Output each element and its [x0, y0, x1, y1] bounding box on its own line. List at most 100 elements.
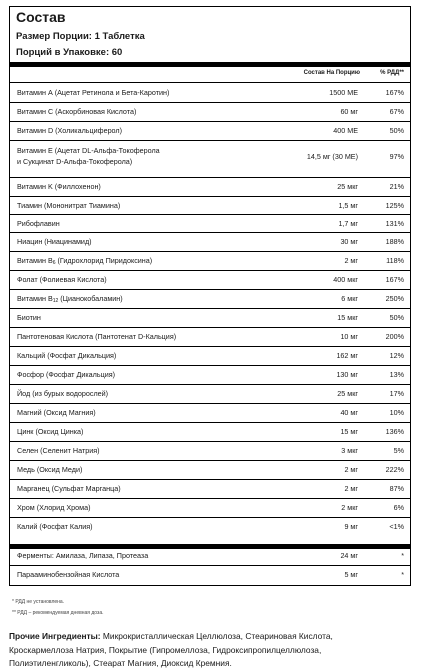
nutrient-dv: 6%	[393, 503, 404, 512]
nutrient-dv: 87%	[389, 484, 404, 493]
nutrient-dv: 5%	[393, 446, 404, 455]
nutrient-amount: 400 МЕ	[333, 126, 358, 135]
nutrient-name: Йод (из бурых водорослей)	[17, 389, 108, 398]
nutrient-amount: 24 мг	[340, 551, 358, 560]
other-ingredients: Прочие Ингредиенты: Микрокристаллическая…	[9, 630, 414, 671]
nutrient-dv: 125%	[385, 201, 404, 210]
row-divider	[10, 517, 410, 518]
nutrient-name: Ферменты: Амилаза, Липаза, Протеаза	[17, 551, 148, 560]
nutrient-name: Марганец (Сульфат Марганца)	[17, 484, 121, 493]
nutrient-name: Кальций (Фосфат Дикальция)	[17, 351, 116, 360]
amount-header: Состав На Порцию	[303, 70, 360, 76]
nutrient-name-text: Витамин Е (Ацетат DL-Альфа-Токоферола	[17, 146, 160, 155]
row-divider	[10, 102, 410, 103]
nutrient-name-text: Фосфор (Фосфат Дикальция)	[17, 370, 115, 379]
nutrient-name: Витамин B12 (Цианокобаламин)	[17, 294, 123, 304]
nutrient-name: Витамин K (Филлохенон)	[17, 182, 101, 191]
footnote: * РДД не установлена.	[12, 599, 65, 605]
nutrient-name-text: Селен (Селенит Натрия)	[17, 446, 100, 455]
nutrient-name-text: Цинк (Оксид Цинка)	[17, 427, 84, 436]
nutrient-dv: 50%	[389, 313, 404, 322]
header-divider	[10, 82, 410, 83]
nutrient-name-text: Витамин B	[17, 294, 53, 303]
nutrient-amount: 1,7 мг	[338, 219, 358, 228]
nutrient-amount: 2 мкг	[341, 503, 358, 512]
nutrient-amount: 15 мг	[340, 427, 358, 436]
row-divider	[10, 214, 410, 215]
nutrient-dv: 21%	[389, 182, 404, 191]
nutrient-name-text: Йод (из бурых водорослей)	[17, 389, 109, 398]
row-divider	[10, 346, 410, 347]
nutrient-name-text: Магний (Оксид Магния)	[17, 408, 96, 417]
nutrient-dv: 188%	[385, 237, 404, 246]
nutrient-dv: 167%	[385, 88, 404, 97]
nutrient-name-text: Кальций (Фосфат Дикальция)	[17, 351, 117, 360]
nutrient-name-text: Витамин А (Ацетат Ретинола и Бета-Кароти…	[17, 88, 170, 97]
nutrient-name: Витамин А (Ацетат Ретинола и Бета-Кароти…	[17, 88, 169, 97]
panel-title: Состав	[16, 9, 66, 25]
nutrient-name: Парааминобензойная Кислота	[17, 570, 119, 579]
nutrient-name-text: Парааминобензойная Кислота	[17, 570, 120, 579]
nutrient-dv: 97%	[389, 152, 404, 161]
nutrient-amount: 2 мг	[344, 256, 358, 265]
nutrient-name: Магний (Оксид Магния)	[17, 408, 96, 417]
row-divider	[10, 565, 410, 566]
nutrient-dv: <1%	[389, 522, 404, 531]
nutrient-amount: 25 мкг	[337, 182, 358, 191]
nutrient-name: Медь (Оксид Меди)	[17, 465, 82, 474]
nutrient-name-text: и Сукцинат D-Альфа-Токоферола)	[17, 157, 133, 166]
nutrient-name-text: Витамин K (Филлохенон)	[17, 182, 101, 191]
nutrient-amount: 40 мг	[340, 408, 358, 417]
nutrient-amount: 60 мг	[340, 107, 358, 116]
nutrient-amount: 2 мг	[344, 465, 358, 474]
nutrient-amount: 400 мкг	[333, 275, 358, 284]
nutrient-name: Витамин Е (Ацетат DL-Альфа-Токоферола и С…	[17, 145, 160, 167]
nutrient-name: Витамин B6 (Гидрохлорид Пиридоксина)	[17, 256, 152, 266]
nutrient-name: Фолат (Фолиевая Кислота)	[17, 275, 107, 284]
nutrient-dv: 12%	[389, 351, 404, 360]
row-divider	[10, 121, 410, 122]
row-divider	[10, 384, 410, 385]
nutrient-name-text: Калий (Фосфат Калия)	[17, 522, 93, 531]
nutrient-amount: 9 мг	[344, 522, 358, 531]
row-divider	[10, 232, 410, 233]
nutrient-name: Калий (Фосфат Калия)	[17, 522, 93, 531]
nutrient-amount: 1,5 мг	[338, 201, 358, 210]
nutrient-amount: 5 мг	[344, 570, 358, 579]
thick-divider	[10, 62, 410, 67]
nutrient-name: Ниацин (Ниацинамид)	[17, 237, 92, 246]
nutrient-amount: 25 мкг	[337, 389, 358, 398]
footnote: ** РДД – рекомендуемая дневная доза.	[12, 610, 104, 616]
serving-size: Размер Порции: 1 Таблетка	[16, 31, 145, 42]
nutrient-name-text: Биотин	[17, 313, 41, 322]
row-divider	[10, 289, 410, 290]
nutrient-subscript: 12	[52, 298, 59, 304]
row-divider	[10, 498, 410, 499]
nutrient-dv: 200%	[385, 332, 404, 341]
row-divider	[10, 140, 410, 141]
dv-header: % РДД**	[380, 70, 404, 76]
nutrient-dv: 250%	[385, 294, 404, 303]
nutrient-name-text: Тиамин (Мононитрат Тиамина)	[17, 201, 121, 210]
other-ingredients-text: Кроскармеллоза Натрия, Покрытие (Гипроме…	[9, 644, 322, 655]
nutrient-name-text: Витамин С (Аскорбиновая Кислота)	[17, 107, 137, 116]
nutrient-dv: 17%	[389, 389, 404, 398]
nutrient-name: Пантотеновая Кислота (Пантотенат D-Кальц…	[17, 332, 176, 341]
nutrient-dv: 118%	[386, 256, 404, 265]
row-divider	[10, 403, 410, 404]
nutrient-dv: 222%	[385, 465, 404, 474]
nutrient-name: Фосфор (Фосфат Дикальция)	[17, 370, 115, 379]
nutrient-name: Витамин D (Холикальциферол)	[17, 126, 122, 135]
nutrient-subscript: 6	[52, 260, 56, 266]
nutrient-amount: 30 мг	[340, 237, 358, 246]
nutrient-name: Цинк (Оксид Цинка)	[17, 427, 83, 436]
nutrient-dv: *	[401, 570, 404, 579]
nutrient-name: Хром (Хлорид Хрома)	[17, 503, 91, 512]
row-divider	[10, 251, 410, 252]
other-ingredients-text: Микрокристаллическая Целлюлоза, Стеарино…	[100, 631, 333, 641]
nutrient-name-text: Марганец (Сульфат Марганца)	[17, 484, 121, 493]
nutrient-amount: 3 мкг	[341, 446, 358, 455]
nutrient-name-text: Хром (Хлорид Хрома)	[17, 503, 91, 512]
nutrient-dv: 13%	[389, 370, 404, 379]
